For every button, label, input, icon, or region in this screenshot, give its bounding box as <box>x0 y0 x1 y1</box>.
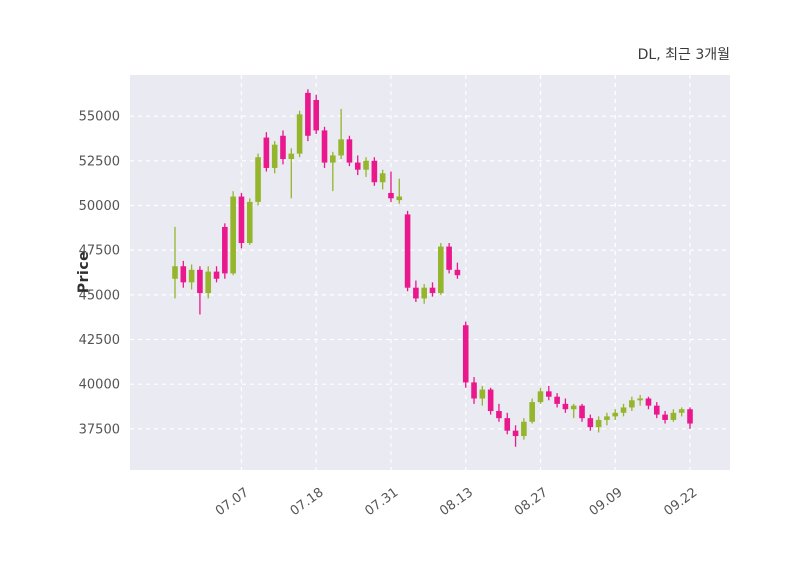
candle-body <box>246 201 253 244</box>
candle-body <box>263 137 270 168</box>
candle-body <box>637 398 643 401</box>
x-tick-label: 07.18 <box>288 485 327 519</box>
candle-body <box>662 414 668 420</box>
y-tick-label: 40000 <box>79 378 120 393</box>
candle-body <box>346 139 353 163</box>
candle-body <box>479 389 486 399</box>
candle-body <box>205 271 212 294</box>
candle-body <box>653 405 660 415</box>
candle-body <box>678 409 685 413</box>
candle-body <box>222 226 228 274</box>
candle-body <box>512 430 519 437</box>
candle-body <box>288 153 295 160</box>
candle-body <box>363 160 369 170</box>
candle-body <box>238 196 245 244</box>
candle-body <box>271 144 278 168</box>
candle-body <box>529 402 535 422</box>
candle-body <box>421 287 427 299</box>
candle-body <box>471 382 477 399</box>
candle-body <box>496 411 502 419</box>
candle-body <box>321 130 328 163</box>
y-tick-label: 37500 <box>79 422 120 437</box>
candle-body <box>413 287 419 299</box>
y-axis-label: Price <box>76 250 92 294</box>
y-tick-label: 50000 <box>79 199 120 214</box>
candle-body <box>213 271 220 279</box>
y-tick-label: 55000 <box>79 110 120 125</box>
candle-body <box>604 416 610 420</box>
y-tick-label: 52500 <box>79 154 120 169</box>
candle-body <box>670 412 677 420</box>
y-tick-label: 42500 <box>79 333 120 348</box>
candle-body <box>338 139 344 156</box>
candle-body <box>562 403 569 410</box>
candle-body <box>404 214 411 288</box>
candle-body <box>330 155 336 163</box>
candle-body <box>612 412 619 417</box>
candle-body <box>595 419 602 428</box>
candle-body <box>388 192 394 199</box>
candle-body <box>487 389 494 412</box>
candle-body <box>454 269 461 276</box>
plot-background <box>130 75 730 470</box>
x-tick-label: 08.13 <box>437 485 476 519</box>
candle-body <box>255 157 261 202</box>
candle-body <box>172 266 178 279</box>
x-tick-label: 07.31 <box>362 485 401 519</box>
x-tick-label: 09.22 <box>661 485 700 519</box>
y-tick-label: 47500 <box>79 244 120 259</box>
x-tick-label: 09.09 <box>587 485 626 519</box>
candle-body <box>296 114 303 154</box>
candle-body <box>554 396 560 404</box>
candle-body <box>537 391 544 403</box>
candle-body <box>396 196 403 201</box>
x-tick-label: 07.07 <box>213 485 252 519</box>
candle-body <box>446 246 452 270</box>
candle-body <box>620 407 627 413</box>
candle-body <box>645 398 652 406</box>
candle-body <box>629 400 635 408</box>
candle-body <box>545 391 552 397</box>
candle-body <box>570 405 577 410</box>
candle-body <box>280 135 286 160</box>
candle-body <box>354 162 361 170</box>
candle-body <box>687 409 693 424</box>
chart-title: DL, 최근 3개월 <box>637 47 730 63</box>
candle-body <box>462 325 469 383</box>
candle-body <box>230 196 236 274</box>
candle-body <box>180 266 187 283</box>
candle-body <box>188 269 195 283</box>
candle-body <box>371 160 378 183</box>
candle-body <box>504 418 511 431</box>
candle-body <box>305 92 311 136</box>
candle-body <box>521 421 527 437</box>
candle-body <box>197 269 203 294</box>
candle-body <box>587 418 594 428</box>
y-tick-label: 45000 <box>79 288 120 303</box>
candle-body <box>429 287 436 294</box>
candle-body <box>438 246 444 294</box>
candle-body <box>313 100 320 131</box>
candle-body <box>379 173 386 183</box>
candle-body <box>579 405 585 419</box>
x-tick-label: 08.27 <box>512 485 551 519</box>
